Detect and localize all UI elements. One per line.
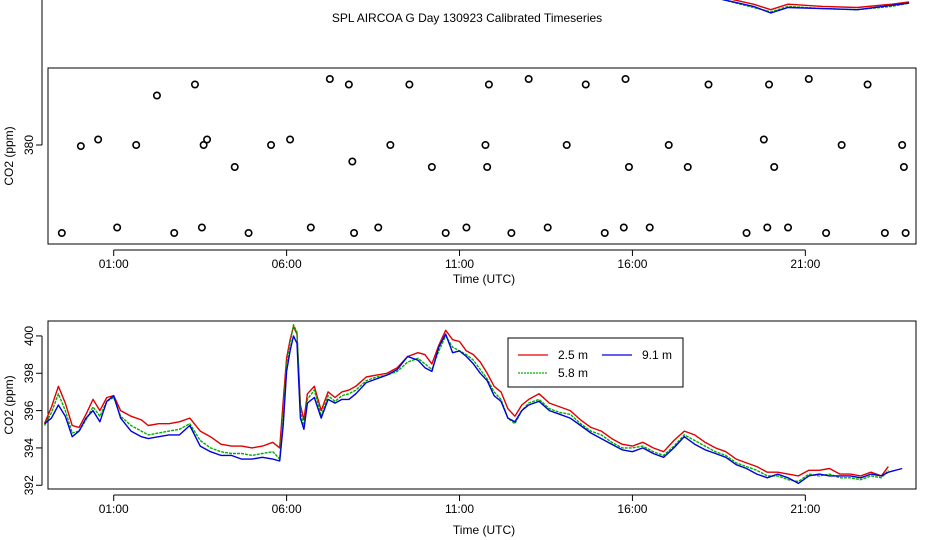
outlier-point xyxy=(405,80,414,89)
chart-title: SPL AIRCOA G Day 130923 Calibrated Times… xyxy=(332,11,602,25)
outlier-point xyxy=(759,135,768,144)
outlier-point xyxy=(483,163,492,172)
outlier-point xyxy=(645,223,654,232)
series-line-2-5-m xyxy=(43,325,889,477)
outlier-point xyxy=(763,223,772,232)
legend-box xyxy=(507,337,684,388)
outlier-point xyxy=(863,80,872,89)
top-y-axis-label: CO2 (ppm) xyxy=(2,126,16,185)
outlier-point xyxy=(524,75,533,84)
series-line-5-8-m xyxy=(43,324,889,483)
outlier-point xyxy=(325,75,334,84)
bottom-y-axis-label: CO2 (ppm) xyxy=(2,375,16,434)
outlier-point xyxy=(441,229,450,238)
outlier-point xyxy=(132,141,141,150)
series-line-9-1-m xyxy=(44,333,903,485)
outlier-point xyxy=(170,229,179,238)
series-line-2-5-m xyxy=(731,0,910,11)
y-tick-label: 394 xyxy=(22,438,36,458)
outlier-point xyxy=(901,229,910,238)
outlier-point xyxy=(76,142,85,151)
outlier-point xyxy=(880,229,889,238)
y-tick-label: 398 xyxy=(22,363,36,383)
outlier-point xyxy=(507,229,516,238)
outlier-point xyxy=(765,80,774,89)
outlier-point xyxy=(621,75,630,84)
outlier-point xyxy=(742,229,751,238)
outlier-point xyxy=(197,223,206,232)
outlier-point xyxy=(57,229,66,238)
bottom-plot-frame xyxy=(47,320,917,490)
x-tick-label: 21:00 xyxy=(790,257,820,271)
outlier-point xyxy=(481,141,490,150)
outlier-point xyxy=(770,163,779,172)
x-tick-label: 01:00 xyxy=(99,502,129,516)
y-tick-label: 392 xyxy=(22,475,36,495)
x-tick-label: 11:00 xyxy=(445,502,474,516)
outlier-point xyxy=(822,229,831,238)
x-tick-label: 06:00 xyxy=(272,502,302,516)
y-tick-label: 400 xyxy=(22,326,36,346)
outlier-point xyxy=(624,163,633,172)
outlier-point xyxy=(543,223,552,232)
legend-label-2-5m: 2.5 m xyxy=(558,348,588,362)
outlier-point xyxy=(286,135,295,144)
outlier-point xyxy=(704,80,713,89)
outlier-point xyxy=(619,223,628,232)
outlier-point xyxy=(348,157,357,166)
legend-label-9-1m: 9.1 m xyxy=(642,348,672,362)
outlier-point xyxy=(600,229,609,238)
top-x-axis-label: Time (UTC) xyxy=(453,272,515,286)
legend-label-5-8m: 5.8 m xyxy=(558,366,588,380)
outlier-point xyxy=(230,163,239,172)
outlier-point xyxy=(484,80,493,89)
outlier-point xyxy=(386,141,395,150)
outlier-point xyxy=(199,141,208,150)
y-tick-label: 396 xyxy=(22,400,36,420)
bottom-panel: 01:00 06:00 11:00 16:00 21:00 392 394 396 398 40… xyxy=(2,320,917,537)
x-tick-label: 11:00 xyxy=(445,257,474,271)
outlier-point xyxy=(898,141,907,150)
x-tick-label: 21:00 xyxy=(790,502,820,516)
outlier-point xyxy=(562,141,571,150)
outlier-point xyxy=(113,223,122,232)
outlier-point xyxy=(462,223,471,232)
outlier-point xyxy=(899,163,908,172)
outlier-point xyxy=(152,91,161,100)
x-tick-label: 06:00 xyxy=(272,257,302,271)
outlier-point xyxy=(683,163,692,172)
outlier-point xyxy=(784,223,793,232)
outlier-point xyxy=(94,135,103,144)
outlier-point xyxy=(190,80,199,89)
outlier-point xyxy=(344,80,353,89)
series-line-5-8-m xyxy=(721,0,910,13)
x-tick-label: 01:00 xyxy=(99,257,129,271)
x-tick-label: 16:00 xyxy=(617,257,647,271)
outlier-point xyxy=(350,229,359,238)
outlier-point xyxy=(581,80,590,89)
legend: 2.5 m 5.8 m 9.1 m xyxy=(507,337,684,388)
outlier-point xyxy=(203,135,212,144)
outlier-point xyxy=(267,141,276,150)
y-tick-label: 380 xyxy=(22,135,36,155)
outlier-point xyxy=(837,141,846,150)
outlier-point xyxy=(306,223,315,232)
series-line-9-1-m xyxy=(721,0,910,14)
outlier-point xyxy=(244,229,253,238)
bottom-x-axis-label: Time (UTC) xyxy=(453,523,515,537)
outlier-point xyxy=(427,163,436,172)
x-tick-label: 16:00 xyxy=(617,502,647,516)
outlier-point xyxy=(804,75,813,84)
outlier-point xyxy=(664,141,673,150)
top-plot-frame xyxy=(47,67,917,245)
outlier-point xyxy=(374,223,383,232)
